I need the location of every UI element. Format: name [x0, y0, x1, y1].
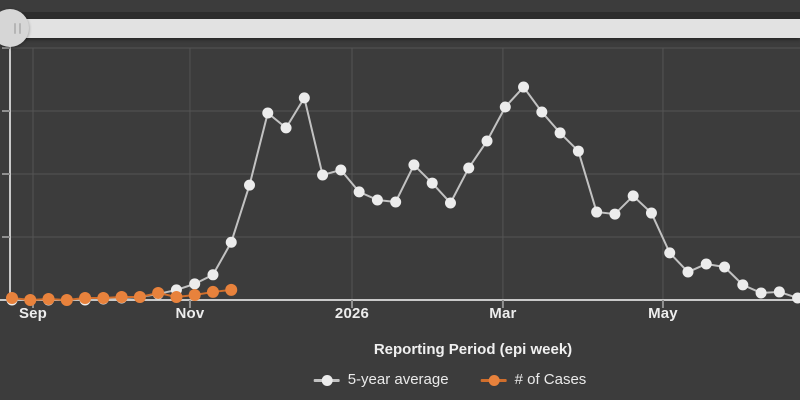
data-point-series-0[interactable] — [792, 292, 800, 304]
data-point-series-1[interactable] — [152, 286, 165, 299]
data-point-series-1[interactable] — [133, 290, 146, 303]
data-point-series-0[interactable] — [755, 287, 767, 299]
data-point-series-0[interactable] — [664, 247, 676, 259]
data-point-series-1[interactable] — [206, 285, 219, 298]
data-point-series-0[interactable] — [298, 92, 310, 104]
x-tick-label: Mar — [489, 305, 517, 322]
data-point-series-0[interactable] — [244, 179, 256, 191]
data-point-series-0[interactable] — [773, 286, 785, 298]
data-point-series-1[interactable] — [60, 294, 73, 306]
time-slider-track[interactable] — [8, 19, 800, 38]
legend-label: # of Cases — [514, 371, 587, 388]
x-tick-label: May — [648, 305, 678, 322]
legend-label: 5-year average — [347, 371, 449, 388]
data-point-series-0[interactable] — [499, 101, 511, 113]
data-point-series-0[interactable] — [700, 258, 712, 270]
data-point-series-1[interactable] — [6, 291, 18, 304]
chart-legend: 5-year average # of Cases — [313, 371, 587, 388]
data-point-series-0[interactable] — [627, 190, 639, 202]
x-tick-label: 2026 — [334, 305, 370, 322]
data-point-series-0[interactable] — [737, 279, 749, 291]
data-point-series-0[interactable] — [408, 159, 420, 171]
x-axis-title: Reporting Period (epi week) — [373, 341, 573, 358]
data-point-series-1[interactable] — [24, 294, 37, 306]
line-dot-marker-icon — [313, 374, 340, 386]
data-point-series-0[interactable] — [536, 106, 548, 118]
x-tick-label: Sep — [18, 305, 48, 322]
data-point-series-1[interactable] — [115, 290, 128, 303]
data-point-series-0[interactable] — [390, 196, 402, 208]
data-point-series-1[interactable] — [170, 290, 183, 303]
data-point-series-0[interactable] — [353, 186, 365, 198]
data-point-series-0[interactable] — [463, 162, 475, 174]
grip-icon — [13, 22, 21, 34]
data-point-series-0[interactable] — [609, 208, 621, 220]
data-point-series-0[interactable] — [371, 194, 383, 206]
legend-item-num-of-cases[interactable]: # of Cases — [480, 371, 587, 388]
data-point-series-1[interactable] — [42, 292, 55, 305]
data-point-series-0[interactable] — [317, 169, 329, 181]
data-point-series-0[interactable] — [335, 164, 347, 176]
data-point-series-0[interactable] — [554, 127, 566, 139]
data-point-series-0[interactable] — [444, 197, 456, 209]
data-point-series-0[interactable] — [682, 266, 694, 278]
data-point-series-0[interactable] — [719, 261, 731, 273]
data-point-series-0[interactable] — [262, 107, 274, 119]
data-point-series-0[interactable] — [280, 122, 292, 134]
legend-item-5-year-average[interactable]: 5-year average — [313, 371, 449, 388]
slider-shadow — [0, 12, 800, 19]
data-point-series-0[interactable] — [645, 207, 657, 219]
data-point-series-1[interactable] — [188, 288, 201, 301]
time-slider-handle[interactable] — [0, 9, 29, 47]
data-point-series-0[interactable] — [426, 177, 438, 189]
data-point-series-0[interactable] — [207, 269, 219, 281]
data-point-series-1[interactable] — [79, 291, 92, 304]
data-point-series-1[interactable] — [97, 291, 110, 304]
data-point-series-0[interactable] — [591, 206, 603, 218]
data-point-series-0[interactable] — [225, 236, 237, 248]
data-point-series-0[interactable] — [481, 135, 493, 147]
x-tick-label: Nov — [175, 305, 205, 322]
data-point-series-0[interactable] — [572, 145, 584, 157]
series-line-0 — [12, 86, 798, 301]
data-point-series-0[interactable] — [518, 81, 530, 93]
line-dot-marker-icon — [480, 374, 507, 386]
data-point-series-1[interactable] — [225, 283, 238, 296]
data-point-series-0[interactable] — [189, 278, 201, 290]
